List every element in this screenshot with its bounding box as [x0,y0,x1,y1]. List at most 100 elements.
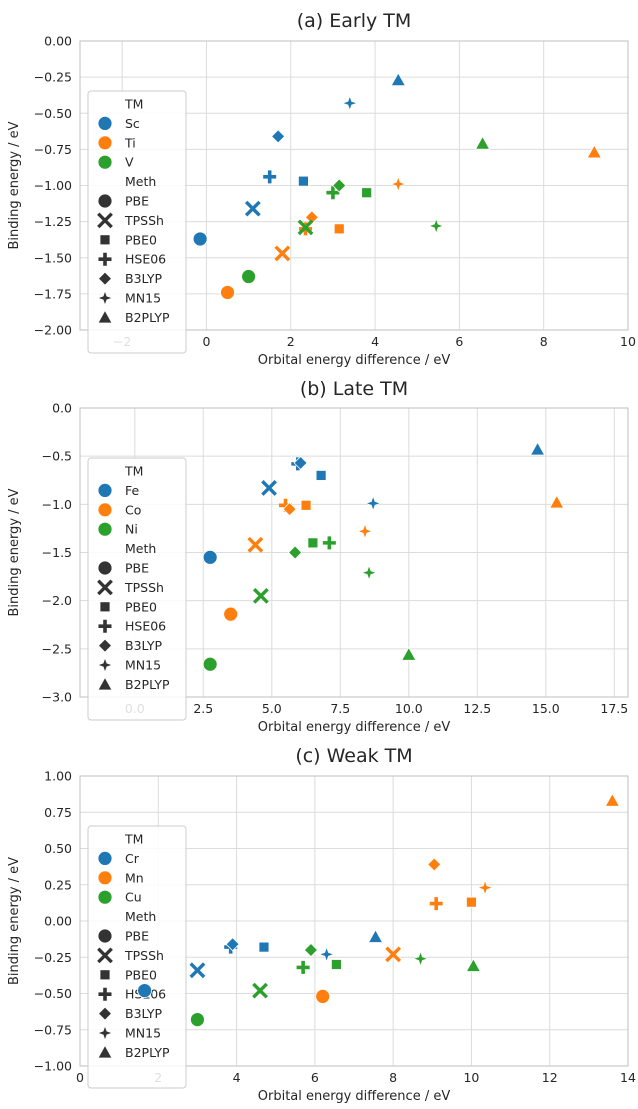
x-axis-label: Orbital energy difference / eV [258,1089,451,1104]
point-cu-b3lyp [303,942,319,958]
legend-label: PBE [125,194,149,209]
legend-box [87,90,187,354]
point-cr-mn15 [318,946,335,963]
x-tick-label: 8 [540,334,548,349]
legend-marker-mn15 [97,1025,113,1041]
point-ni-b3lyp [288,545,303,560]
legend-label: TPSSh [124,213,164,228]
x-tick-label: 15.0 [532,701,560,716]
legend-label: MN15 [125,658,161,673]
point-cr-pbe0 [258,941,270,953]
legend-marker-ni [97,521,113,537]
y-tick-label: 0.75 [44,805,72,820]
point-co-mn15 [357,523,373,540]
legend-marker-tpssh [97,579,113,596]
y-tick-label: −0.25 [34,70,72,85]
chart-title: (a) Early TM [297,10,412,32]
legend-marker-cu [97,889,113,905]
chart-title: (c) Weak TM [295,745,412,767]
legend-marker-b3lyp [97,638,113,653]
x-tick-label: 0 [202,334,210,349]
legend-marker-co [97,502,113,518]
legend-marker-pbe0 [99,969,111,981]
point-fe-b3lyp [293,455,308,470]
point-v-b3lyp [332,178,347,193]
x-tick-label: 10.0 [395,701,423,716]
legend-label: PBE0 [125,232,157,247]
x-tick-label: 12 [542,1070,558,1085]
point-ni-b2plyp [401,646,417,661]
point-sc-mn15 [341,95,358,112]
point-co-pbe0 [300,499,312,511]
x-tick-label: 0 [76,1070,84,1085]
legend-box [87,825,187,1089]
point-mn-pbe0 [466,896,477,908]
x-tick-label: 5.0 [262,701,282,716]
point-sc-tpssh [244,200,261,217]
legend-marker-mn [97,870,113,886]
point-fe-pbe [202,549,218,565]
legend-label: PBE [125,929,149,944]
legend-title-meth: Meth [125,909,156,924]
point-cu-mn15 [412,950,429,967]
legend-label: B3LYP [125,638,162,653]
y-tick-label: −2.5 [42,641,72,656]
point-sc-pbe0 [298,175,309,187]
legend-label: V [125,155,134,170]
legend-label: Co [125,502,141,517]
y-tick-label: −3.0 [42,690,72,705]
legend-label: PBE0 [125,967,157,982]
legend-marker-b2plyp [97,1044,113,1059]
legend-marker-mn15 [97,290,113,306]
point-cu-b2plyp [465,958,482,972]
point-ti-b3lyp [304,210,319,225]
y-axis-label: Binding energy / eV [7,488,22,616]
x-tick-label: 12.5 [463,701,491,716]
point-cu-hse06 [296,960,310,974]
point-v-pbe0 [361,187,373,199]
y-tick-label: 0.00 [44,914,72,929]
legend-label: HSE06 [125,252,166,267]
point-fe-b2plyp [529,441,546,456]
point-fe-mn15 [365,495,382,512]
chart-panel-2: 0.02.55.07.510.012.515.017.50.0−0.5−1.0−… [7,378,629,735]
x-tick-label: 8 [389,1070,397,1085]
point-mn-tpssh [385,946,402,963]
legend-marker-pbe0 [99,601,111,613]
x-tick-label: 6 [311,1070,319,1085]
x-tick-label: 2.5 [193,701,213,716]
legend-title-meth: Meth [125,174,156,189]
point-mn-hse06 [429,897,443,911]
y-tick-label: −0.50 [34,106,72,121]
y-tick-label: −2.00 [34,323,72,338]
legend-label: Sc [125,116,140,131]
legend-marker-pbe [97,193,113,209]
point-co-tpssh [247,536,264,553]
x-tick-label: 2 [287,334,295,349]
y-tick-label: −1.50 [34,250,72,265]
x-tick-label: 10 [620,334,636,349]
point-fe-pbe0 [315,470,327,481]
x-tick-label: 17.5 [600,701,628,716]
legend-marker-mn15 [97,657,113,673]
legend-label: MN15 [125,291,161,306]
legend-label: PBE0 [125,599,157,614]
x-tick-label: 6 [455,334,463,349]
y-tick-label: −1.0 [42,497,72,512]
point-ni-pbe0 [307,537,319,549]
legend-marker-pbe [97,560,113,576]
legend-marker-fe [97,482,113,498]
legend-marker-v [97,154,113,170]
y-tick-label: −1.5 [42,545,72,560]
point-ti-pbe0 [333,223,345,235]
legend-label: B2PLYP [125,310,170,325]
legend-marker-hse06 [98,619,112,633]
legend-box [87,457,187,721]
legend-label: HSE06 [125,619,166,634]
point-sc-hse06 [263,170,277,184]
legend-marker-pbe0 [99,234,111,246]
legend-label: Cr [125,851,140,866]
legend-label: B2PLYP [125,1045,170,1060]
legend-marker-tpssh [97,212,113,229]
